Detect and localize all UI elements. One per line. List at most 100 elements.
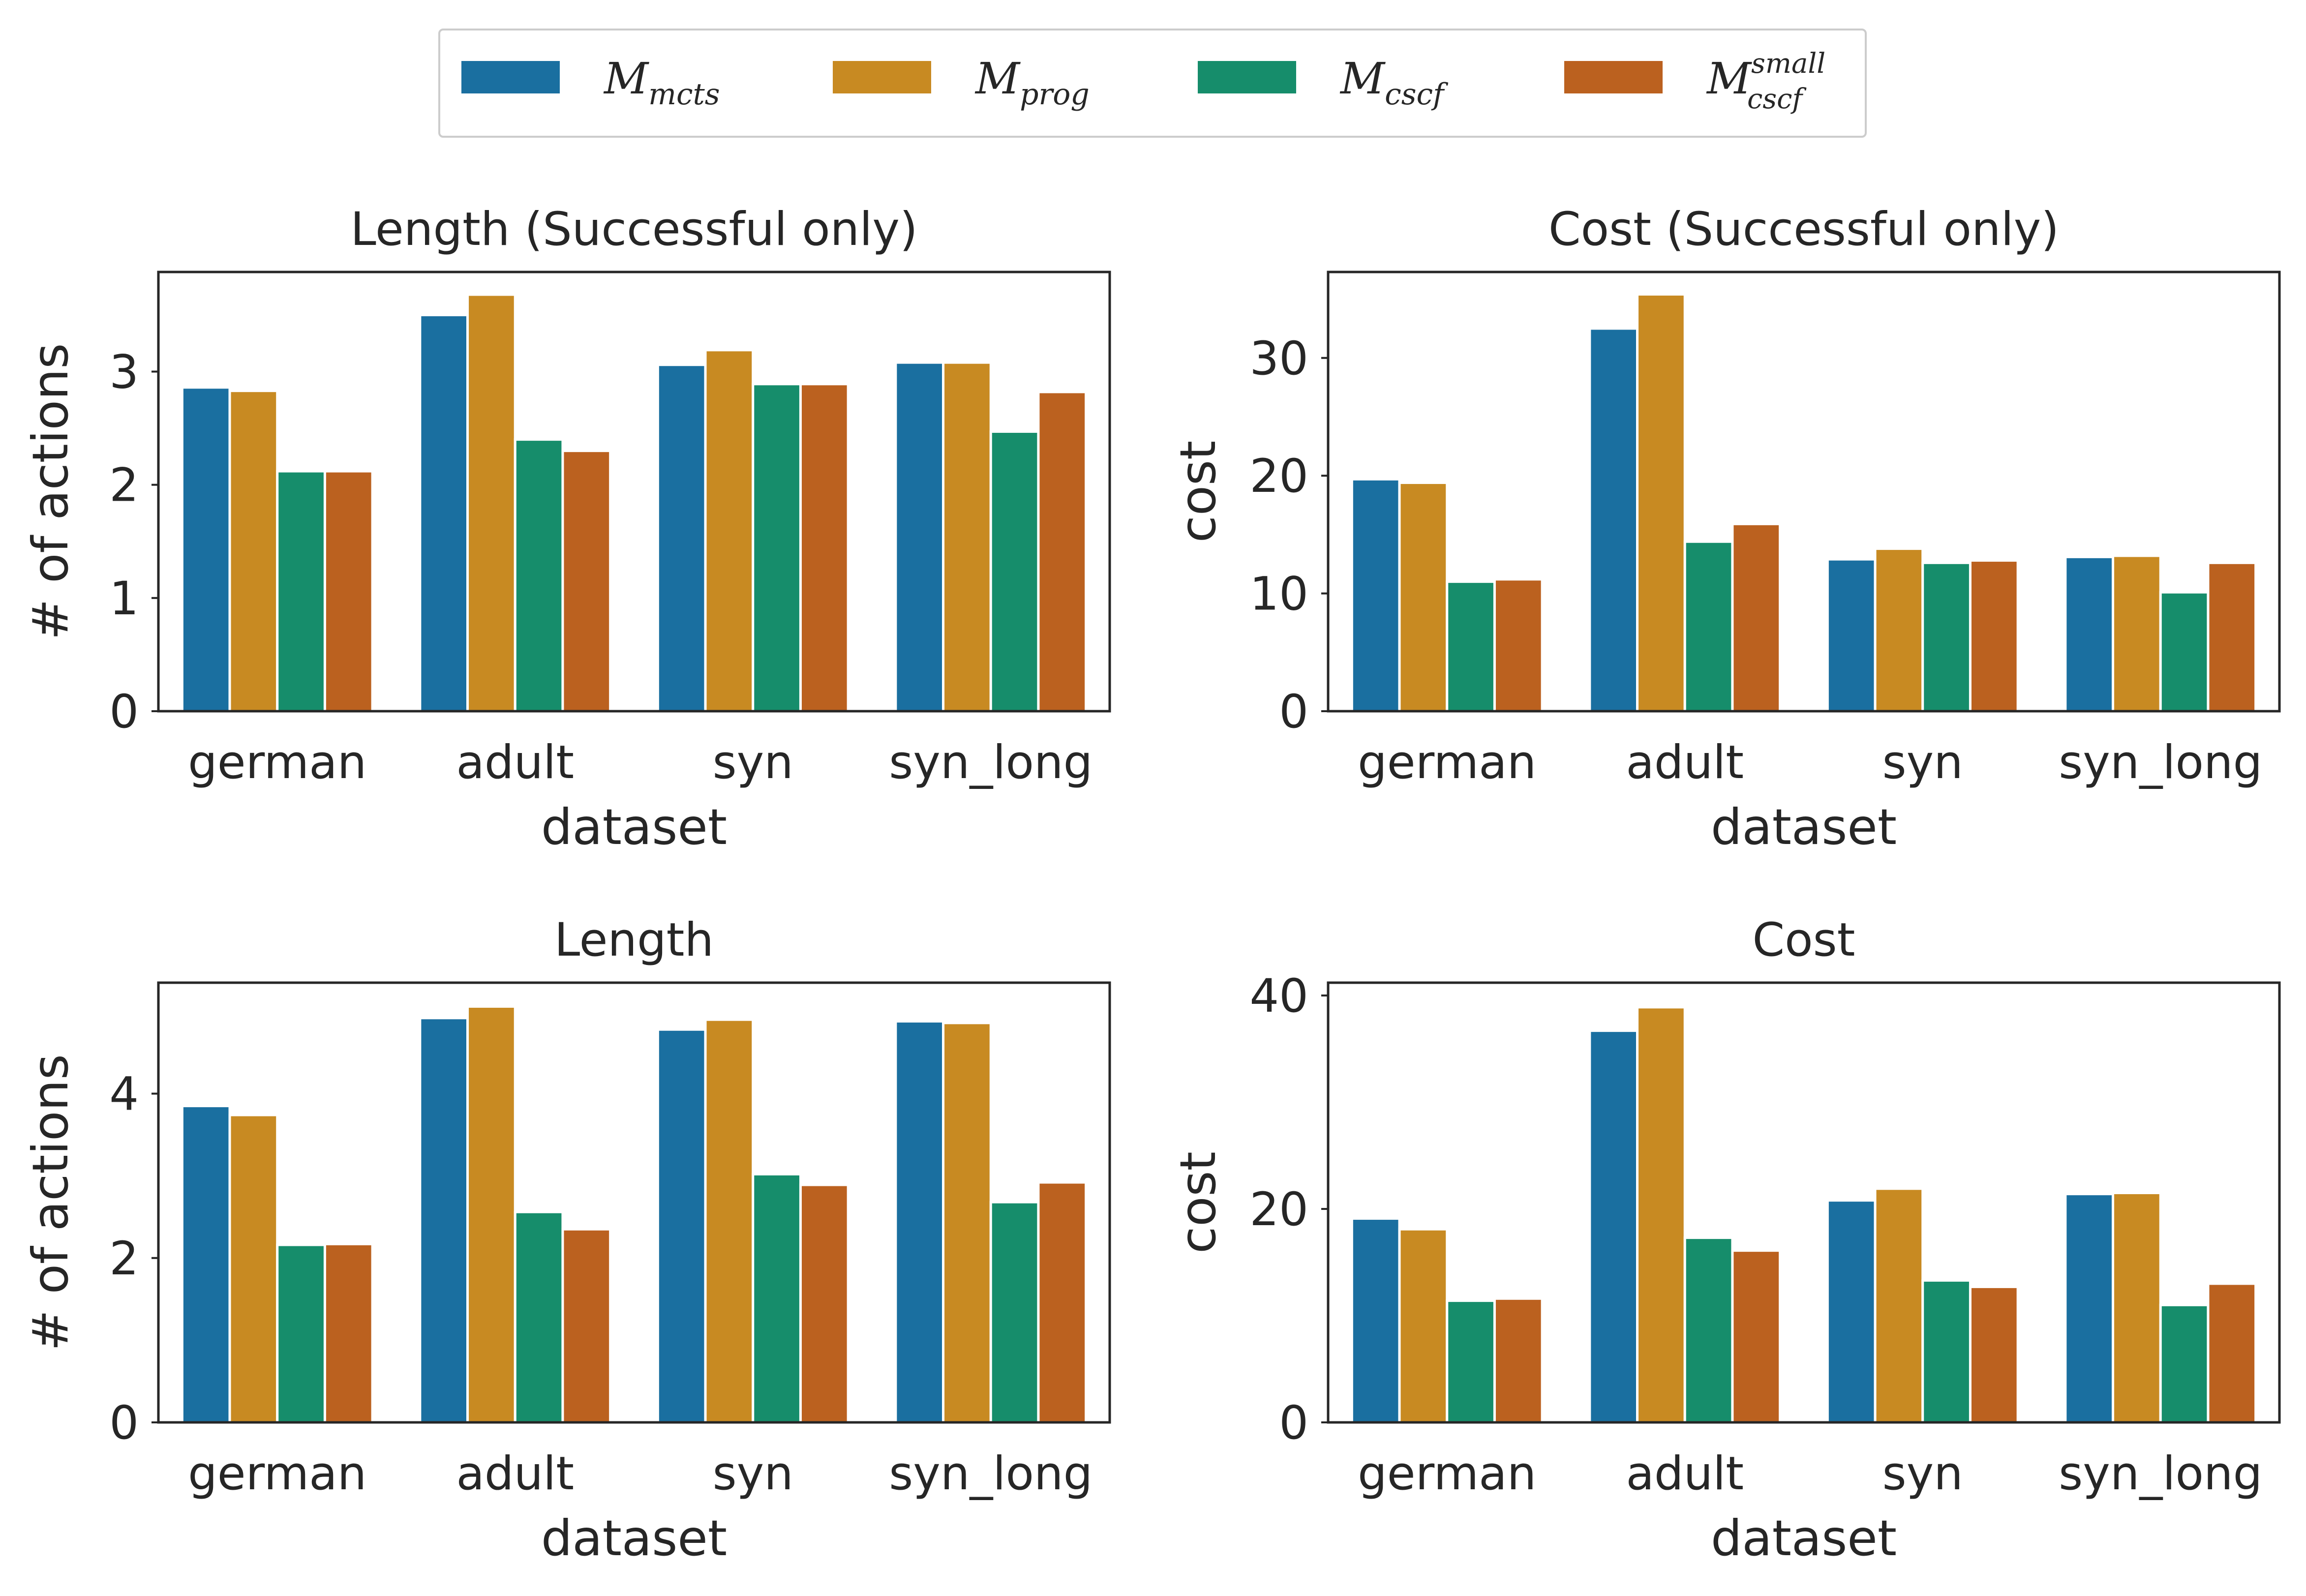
chart-panels: Length (Successful only) 0 1 2 3 german adult s…: [22, 203, 2281, 1567]
bar-syn_long-series-2: [2112, 1191, 2162, 1424]
bar-syn_long-series-4: [1037, 391, 1088, 713]
y-tick-label: 1: [109, 572, 139, 626]
y-tick-label: 20: [1249, 1183, 1308, 1236]
y-tick-label: 3: [109, 346, 139, 399]
bar-syn-series-3: [1921, 1279, 1972, 1424]
bar-adult-series-1: [1588, 1029, 1639, 1424]
bar-syn-series-1: [656, 1028, 707, 1424]
bar-syn_long-series-1: [2064, 1193, 2115, 1424]
x-tick-label: syn: [713, 736, 793, 789]
bar-adult-series-3: [514, 438, 564, 713]
bar-german-series-2: [1398, 1228, 1449, 1424]
y-tick-label: 10: [1249, 568, 1308, 621]
chart-title: Cost: [1753, 913, 1855, 967]
y-tick-label: 2: [109, 459, 139, 512]
y-tick-label: 20: [1249, 450, 1308, 503]
bar-german-series-4: [1493, 1297, 1544, 1424]
x-tick-label: adult: [456, 736, 574, 789]
y-tick-label: 0: [109, 685, 139, 739]
bar-german-series-2: [228, 390, 279, 713]
x-tick-label: german: [1358, 1447, 1536, 1501]
bar-german-series-3: [276, 1243, 326, 1424]
bar-german-series-3: [1446, 1299, 1496, 1424]
y-axis-label: # of actions: [22, 1054, 79, 1351]
legend-swatch: [833, 61, 931, 93]
bar-syn_long-series-1: [894, 361, 945, 713]
bar-adult-series-4: [1731, 522, 1782, 713]
bar-adult-series-3: [514, 1210, 564, 1424]
bar-syn_long-series-1: [894, 1020, 945, 1424]
y-tick-label: 0: [1279, 685, 1308, 739]
bar-adult-series-4: [561, 1228, 612, 1424]
y-axis-label: # of actions: [22, 343, 79, 640]
bar-syn-series-3: [752, 383, 802, 713]
bar-syn-series-1: [1826, 1199, 1877, 1424]
bar-german-series-1: [1350, 478, 1401, 713]
bar-syn_long-series-3: [989, 1201, 1040, 1424]
bar-syn_long-series-3: [989, 430, 1040, 713]
bar-adult-series-2: [466, 1005, 516, 1424]
bar-german-series-4: [323, 1242, 374, 1424]
chart-panel-2: Cost (Successful only) 0 10 20 30 german adult…: [1169, 203, 2281, 856]
legend-item-mcts: Mmcts: [461, 53, 720, 112]
bar-adult-series-3: [1683, 1236, 1734, 1424]
bar-syn-series-3: [752, 1173, 802, 1424]
bar-adult-series-1: [1588, 327, 1639, 713]
x-tick-label: syn_long: [2059, 1447, 2262, 1501]
y-tick-label: 4: [109, 1068, 139, 1121]
chart-title: Length (Successful only): [350, 203, 917, 256]
x-tick-label: german: [188, 736, 366, 789]
x-tick-label: syn: [1882, 1447, 1963, 1501]
x-tick-label: syn_long: [2059, 736, 2262, 789]
bar-adult-series-4: [1731, 1249, 1782, 1424]
bar-syn-series-2: [704, 1018, 755, 1424]
bar-syn-series-4: [1969, 1285, 2019, 1424]
y-tick-label: 30: [1249, 332, 1308, 386]
bar-syn-series-4: [1969, 559, 2019, 713]
legend-label: Mcscf: [1339, 53, 1449, 112]
legend: Mmcts Mprog Mcscf Msmall cscf: [438, 29, 1867, 138]
legend-frame: [438, 29, 1867, 138]
y-tick-label: 0: [1279, 1396, 1308, 1450]
chart-title: Length: [554, 913, 714, 967]
chart-panel-1: Length (Successful only) 0 1 2 3 german adult s…: [22, 203, 1111, 856]
bar-adult-series-2: [1636, 1006, 1686, 1424]
x-tick-label: german: [188, 1447, 366, 1501]
x-axis-label: dataset: [1711, 798, 1897, 856]
x-tick-label: syn_long: [889, 1447, 1092, 1501]
bar-german-series-2: [228, 1114, 279, 1424]
bar-syn_long-series-2: [942, 361, 992, 713]
bar-syn_long-series-2: [2112, 554, 2162, 713]
bar-syn_long-series-3: [2159, 591, 2210, 713]
x-tick-label: syn: [1882, 736, 1963, 789]
y-axis-label: cost: [1169, 441, 1227, 542]
x-tick-label: german: [1358, 736, 1536, 789]
bar-syn_long-series-3: [2159, 1303, 2210, 1424]
bar-syn-series-2: [1874, 1187, 1924, 1424]
bar-syn-series-4: [799, 1183, 850, 1424]
bar-german-series-1: [181, 386, 231, 713]
x-tick-label: adult: [1626, 736, 1744, 789]
x-tick-label: adult: [456, 1447, 574, 1501]
bar-adult-series-1: [419, 1017, 469, 1424]
legend-label: Msmall cscf: [1706, 48, 1825, 115]
x-tick-label: syn_long: [889, 736, 1092, 789]
bar-german-series-1: [1350, 1217, 1401, 1424]
legend-swatch: [1198, 61, 1296, 93]
axes-frame: [1327, 271, 2281, 713]
y-tick-label: 40: [1249, 969, 1308, 1023]
axes-frame: [1327, 981, 2281, 1424]
y-tick-label: 2: [109, 1232, 139, 1286]
legend-item-cscf-small: Msmall cscf: [1564, 48, 1825, 115]
y-tick-label: 0: [109, 1396, 139, 1450]
legend-swatch: [1564, 61, 1663, 93]
legend-item-prog: Mprog: [833, 53, 1090, 112]
x-axis-label: dataset: [1711, 1509, 1897, 1567]
legend-item-cscf: Mcscf: [1198, 53, 1449, 112]
bar-german-series-3: [276, 470, 326, 713]
bar-adult-series-1: [419, 313, 469, 713]
axes-frame: [157, 271, 1111, 713]
